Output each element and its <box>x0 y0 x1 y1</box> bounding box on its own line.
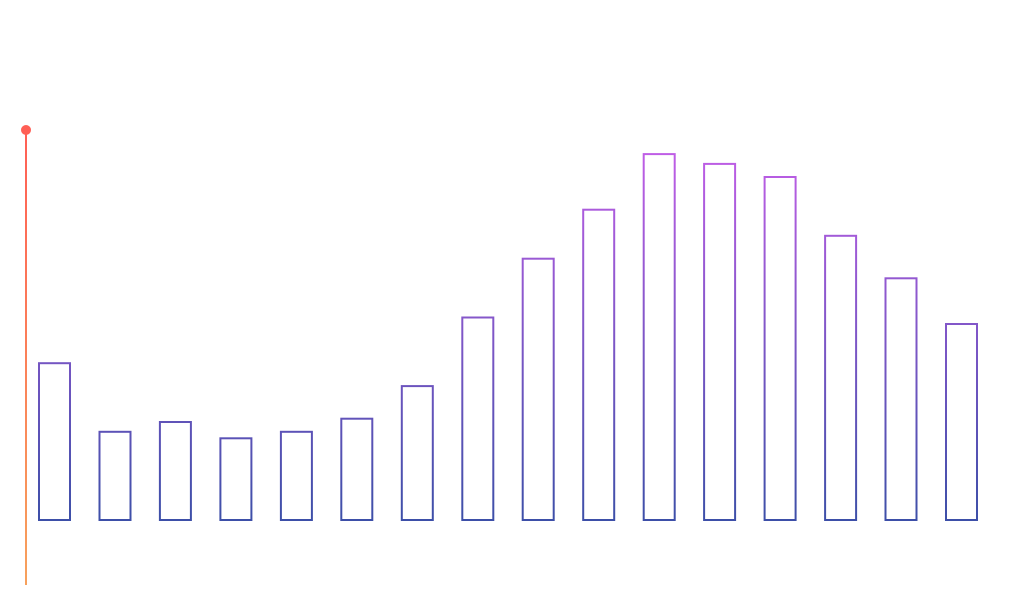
bar-14 <box>824 234 858 522</box>
bar-7 <box>400 385 434 521</box>
bar-16 <box>945 323 978 521</box>
bar-11 <box>642 153 676 521</box>
bar-1 <box>38 362 71 522</box>
bar-6 <box>340 417 374 522</box>
bar-3 <box>158 421 192 521</box>
bar-13 <box>763 176 797 521</box>
bar-2 <box>98 430 132 521</box>
bar-8 <box>461 316 495 521</box>
bar-4 <box>219 437 253 521</box>
bar-9 <box>521 257 555 521</box>
bars-group <box>38 153 978 522</box>
bar-15 <box>884 277 918 521</box>
bar-12 <box>703 162 737 521</box>
bar-10 <box>582 208 616 521</box>
bar-5 <box>279 430 313 521</box>
y-axis-top-marker <box>21 125 31 135</box>
